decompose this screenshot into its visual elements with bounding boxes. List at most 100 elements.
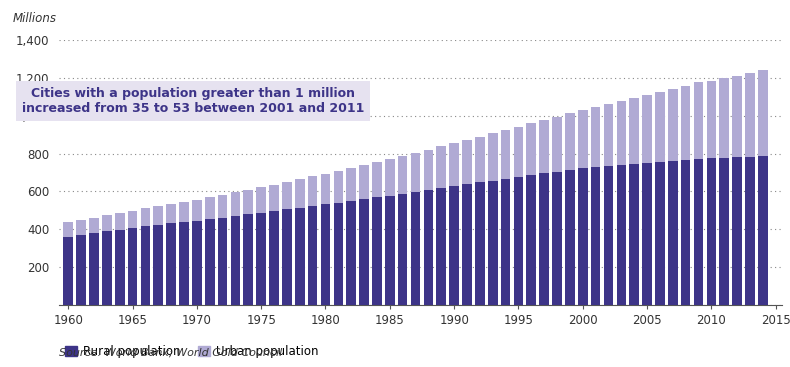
Bar [128, 228, 137, 305]
Bar [423, 190, 433, 305]
Bar [115, 230, 125, 305]
Bar [398, 194, 408, 305]
Bar [630, 164, 639, 305]
Bar [308, 206, 318, 305]
Bar [218, 195, 228, 218]
Bar [591, 107, 600, 167]
Bar [359, 165, 369, 199]
Bar [333, 203, 343, 305]
Bar [385, 196, 395, 305]
Bar [257, 187, 266, 213]
Bar [462, 140, 472, 184]
Bar [642, 163, 652, 305]
Bar [745, 157, 754, 305]
Bar [192, 221, 201, 305]
Bar [706, 81, 717, 158]
Bar [758, 156, 768, 305]
Bar [450, 186, 459, 305]
Bar [77, 220, 86, 235]
Bar [102, 231, 111, 305]
Bar [552, 117, 562, 171]
Bar [616, 101, 626, 165]
Bar [321, 204, 330, 305]
Bar [578, 110, 588, 168]
Bar [758, 70, 768, 156]
Bar [115, 213, 125, 230]
Bar [450, 143, 459, 186]
Bar [346, 168, 356, 201]
Bar [732, 157, 742, 305]
Bar [475, 137, 484, 182]
Bar [578, 168, 588, 305]
Bar [63, 222, 73, 237]
Bar [231, 216, 240, 305]
Bar [681, 86, 690, 160]
Bar [346, 201, 356, 305]
Bar [668, 161, 678, 305]
Bar [308, 176, 318, 206]
Bar [514, 127, 523, 177]
Bar [501, 179, 510, 305]
Bar [128, 211, 137, 228]
Bar [153, 206, 163, 225]
Bar [179, 222, 189, 305]
Bar [501, 130, 510, 179]
Text: Cities with a population greater than 1 million
increased from 35 to 53 between : Cities with a population greater than 1 … [22, 87, 364, 115]
Bar [526, 175, 536, 305]
Bar [398, 156, 408, 194]
Bar [655, 92, 664, 162]
Bar [411, 153, 420, 192]
Bar [167, 204, 176, 224]
Bar [462, 184, 472, 305]
Bar [102, 215, 111, 231]
Bar [436, 188, 446, 305]
Bar [488, 133, 498, 181]
Bar [205, 197, 215, 219]
Bar [565, 170, 574, 305]
Text: Source: World Bank; World Gold Council: Source: World Bank; World Gold Council [59, 348, 283, 358]
Bar [269, 185, 279, 211]
Bar [63, 237, 73, 305]
Bar [385, 159, 395, 196]
Bar [668, 89, 678, 161]
Bar [243, 214, 253, 305]
Bar [257, 213, 266, 305]
Bar [141, 226, 150, 305]
Legend: Rural population, Urban population: Rural population, Urban population [65, 345, 318, 358]
Bar [604, 166, 613, 305]
Bar [141, 208, 150, 226]
Bar [616, 165, 626, 305]
Bar [694, 82, 703, 159]
Bar [694, 159, 703, 305]
Bar [333, 171, 343, 203]
Bar [269, 211, 279, 305]
Bar [706, 158, 717, 305]
Bar [565, 113, 574, 170]
Bar [720, 158, 729, 305]
Bar [282, 210, 292, 305]
Bar [540, 174, 549, 305]
Bar [153, 225, 163, 305]
Bar [89, 233, 99, 305]
Bar [231, 192, 240, 216]
Bar [243, 190, 253, 214]
Bar [655, 162, 664, 305]
Bar [552, 171, 562, 305]
Bar [372, 161, 382, 197]
Bar [359, 199, 369, 305]
Bar [526, 123, 536, 175]
Bar [475, 182, 484, 305]
Bar [423, 150, 433, 190]
Bar [167, 224, 176, 305]
Bar [218, 218, 228, 305]
Bar [604, 104, 613, 166]
Bar [745, 73, 754, 157]
Bar [89, 218, 99, 233]
Bar [642, 95, 652, 163]
Bar [205, 219, 215, 305]
Bar [295, 208, 305, 305]
Bar [282, 182, 292, 210]
Bar [540, 120, 549, 174]
Bar [591, 167, 600, 305]
Bar [321, 174, 330, 204]
